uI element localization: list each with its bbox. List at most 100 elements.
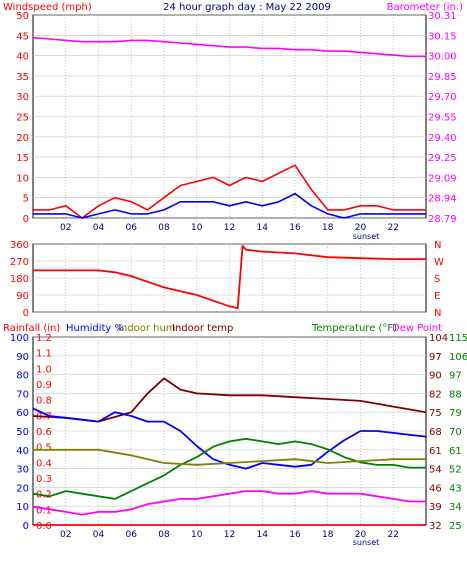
- x-tick-16: 16: [289, 530, 301, 540]
- wind-tick-20: 20: [16, 133, 29, 144]
- wind-tick-45: 45: [16, 31, 29, 42]
- temp-tick-a-32: 32: [429, 521, 442, 532]
- x-tick-12: 12: [224, 530, 235, 540]
- x-tick-04: 04: [93, 223, 105, 233]
- panel-1-grid: [33, 14, 426, 219]
- rain-tick-1-0: 1.0: [36, 364, 52, 375]
- x-tick-18: 18: [322, 223, 334, 233]
- baro-tick-30-00: 30.00: [428, 52, 457, 63]
- series-wind-avg: [33, 192, 426, 219]
- temp-tick-b-79: 79: [449, 408, 462, 419]
- temp-tick-a-90: 90: [429, 371, 442, 382]
- humidity-tick-90: 90: [16, 352, 29, 363]
- rain-tick-0-0: 0.0: [36, 521, 52, 532]
- wind-tick-50: 50: [16, 11, 29, 22]
- windspeed-axis-label: Windspeed (mph): [3, 2, 92, 13]
- compass-tick-n: N: [434, 308, 441, 319]
- panel-3-temp-ticks-a: 104 97 90 82 75 68 61 54 46 39 32: [429, 333, 448, 532]
- x-tick-12: 12: [224, 223, 235, 233]
- dir-tick-270: 270: [10, 257, 29, 268]
- baro-tick-29-70: 29.70: [428, 92, 457, 103]
- x-tick-10: 10: [191, 530, 203, 540]
- indoor-hum-label: Indoor hum: [118, 323, 176, 334]
- x-tick-06: 06: [126, 530, 138, 540]
- humidity-label: Humidity %: [66, 323, 124, 334]
- panel-1-x-ticks: 02 04 06 08 10 12 14 16 18 20 22: [60, 223, 399, 233]
- temp-tick-a-61: 61: [429, 446, 442, 457]
- series-barometer: [32, 36, 426, 58]
- wind-tick-5: 5: [23, 194, 29, 205]
- humidity-tick-60: 60: [16, 408, 29, 419]
- temp-tick-b-43: 43: [449, 483, 462, 494]
- x-tick-06: 06: [126, 223, 138, 233]
- humidity-tick-10: 10: [16, 502, 29, 513]
- humidity-tick-40: 40: [16, 446, 29, 457]
- temp-tick-b-106: 106: [449, 352, 467, 363]
- temp-tick-a-104: 104: [429, 333, 448, 344]
- wind-tick-35: 35: [16, 72, 29, 83]
- baro-tick-29-85: 29.85: [428, 72, 457, 83]
- temp-tick-a-75: 75: [429, 408, 442, 419]
- rain-tick-0-1: 0.1: [36, 505, 52, 516]
- x-tick-10: 10: [191, 223, 203, 233]
- temperature-label: Temperature (°F): [311, 323, 397, 334]
- humidity-tick-70: 70: [16, 389, 29, 400]
- rain-tick-1-1: 1.1: [36, 349, 52, 360]
- humidity-tick-80: 80: [16, 371, 29, 382]
- temp-tick-b-97: 97: [449, 371, 462, 382]
- wind-tick-10: 10: [16, 173, 29, 184]
- x-tick-08: 08: [158, 530, 170, 540]
- sunset-label-bottom: sunset: [353, 538, 380, 547]
- compass-tick-e: E: [434, 291, 440, 302]
- compass-tick-w: W: [434, 257, 444, 268]
- temp-tick-b-52: 52: [449, 465, 462, 476]
- rain-tick-0-8: 0.8: [36, 396, 52, 407]
- rain-tick-0-3: 0.3: [36, 474, 52, 485]
- chart-title: 24 hour graph day : May 22 2009: [163, 2, 331, 13]
- humidity-tick-20: 20: [16, 483, 29, 494]
- baro-tick-29-55: 29.55: [428, 113, 457, 124]
- series-indoor-hum: [33, 448, 426, 466]
- series-temperature: [32, 437, 426, 500]
- x-tick-20: 20: [355, 223, 367, 233]
- series-dew-point: [32, 490, 426, 516]
- baro-tick-30-15: 30.15: [428, 31, 457, 42]
- humidity-tick-0: 0: [23, 521, 29, 532]
- panel-2-left-ticks: 360 270 180 90 0: [10, 240, 29, 319]
- temp-tick-a-39: 39: [429, 502, 442, 513]
- temp-tick-b-25: 25: [449, 521, 462, 532]
- wind-tick-0: 0: [23, 214, 29, 225]
- temp-tick-b-61: 61: [449, 446, 462, 457]
- dir-tick-180: 180: [10, 274, 29, 285]
- baro-tick-29-25: 29.25: [428, 153, 457, 164]
- series-indoor-temp: [32, 377, 427, 423]
- panel-2-grid: [33, 243, 426, 313]
- baro-tick-28-94: 28.94: [428, 194, 457, 205]
- x-tick-04: 04: [93, 530, 105, 540]
- panel-3-temp-ticks-b: 115 106 97 88 79 70 61 52 43 34 25: [449, 333, 467, 532]
- humidity-tick-30: 30: [16, 465, 29, 476]
- rain-tick-0-4: 0.4: [36, 458, 52, 469]
- rain-tick-1-2: 1.2: [36, 333, 52, 344]
- series-wind-direction: [33, 244, 426, 310]
- temp-tick-a-46: 46: [429, 483, 442, 494]
- baro-tick-30-31: 30.31: [428, 11, 457, 22]
- wind-tick-40: 40: [16, 52, 29, 63]
- dir-tick-90: 90: [16, 291, 29, 302]
- x-tick-14: 14: [257, 223, 269, 233]
- panel-1-series: [32, 36, 426, 219]
- temp-tick-b-70: 70: [449, 427, 462, 438]
- dew-point-label: Dew Point: [392, 323, 442, 334]
- baro-tick-28-79: 28.79: [428, 214, 457, 225]
- temp-tick-a-68: 68: [429, 427, 442, 438]
- barometer-axis-label: Barometer (in.): [387, 2, 463, 13]
- baro-tick-29-09: 29.09: [428, 173, 457, 184]
- series-humidity: [32, 407, 427, 470]
- baro-tick-29-40: 29.40: [428, 133, 457, 144]
- rain-tick-0-6: 0.6: [36, 427, 52, 438]
- panel-2-series: [33, 244, 426, 310]
